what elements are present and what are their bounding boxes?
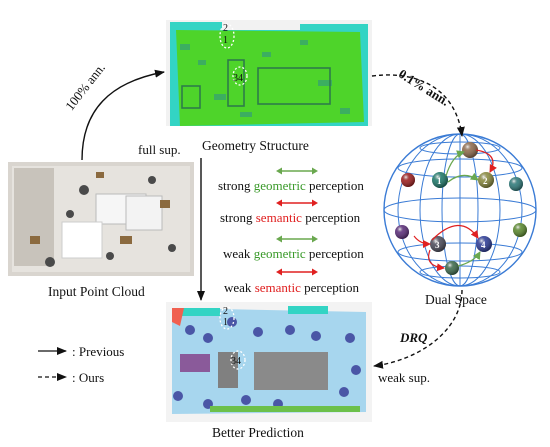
perception-keyword: semantic	[255, 210, 302, 225]
map-mark-number: 2	[223, 23, 228, 34]
sparse-annotation-arrow	[371, 74, 465, 137]
perception-arrows	[276, 167, 318, 276]
perception-arrowhead	[276, 268, 282, 276]
sphere-node-label: 1	[437, 176, 442, 186]
full-annotation-arrow	[81, 69, 165, 161]
map-mark-number: 1	[223, 317, 228, 328]
map-mark-number: 34	[233, 73, 243, 84]
perception-arrowhead	[276, 199, 282, 207]
perception-arrowhead	[312, 268, 318, 276]
map-ellipse-mark	[230, 350, 246, 370]
geometry-structure-map: 2 1 34	[166, 20, 372, 136]
better-prediction-map: 2 1 34	[166, 302, 372, 422]
perception-keyword: geometric	[253, 178, 306, 193]
drq-label: DRQ	[400, 330, 428, 345]
perception-arrowhead	[312, 199, 318, 207]
legend-previous-label: : Previous	[72, 344, 125, 359]
dual-space-sphere: 1 2 3 4	[383, 133, 537, 287]
perception-row: weak geometric perception	[223, 246, 364, 261]
geometric-relation-arrow	[457, 251, 481, 267]
sphere-node-label: 3	[435, 240, 440, 250]
perception-row: strong geometric perception	[218, 178, 364, 193]
geometric-relation-arrow	[445, 150, 465, 177]
perception-keyword: geometric	[253, 246, 306, 261]
map-ellipse-mark	[219, 306, 235, 330]
map-ellipse-mark	[232, 66, 248, 86]
semantic-relation-arrow	[428, 249, 445, 272]
map-mark-number: 1	[223, 35, 228, 46]
perception-keyword: semantic	[254, 280, 301, 295]
dual-space-label: Dual Space	[425, 292, 487, 307]
perception-row: weak semantic perception	[224, 280, 360, 295]
semantic-relation-arrow	[431, 224, 479, 241]
perception-arrowhead	[276, 235, 282, 243]
map-mark-number: 34	[231, 356, 241, 367]
weak-supervision-arrow	[373, 289, 463, 369]
semantic-relation-arrow	[413, 235, 431, 248]
sphere-node-label: 2	[483, 176, 488, 186]
sphere-node-label: 4	[481, 240, 486, 250]
weak-sup-label: weak sup.	[378, 370, 430, 385]
input-point-cloud-label: Input Point Cloud	[48, 284, 145, 299]
legend-ours-label: : Ours	[72, 370, 105, 385]
perception-arrowhead	[276, 167, 282, 175]
input-point-cloud-image	[8, 162, 194, 276]
map-ellipse-mark	[219, 23, 235, 49]
geometric-relation-arrow	[447, 172, 479, 183]
perception-arrowhead	[312, 235, 318, 243]
geometry-structure-label: Geometry Structure	[202, 138, 309, 153]
better-prediction-label: Better Prediction	[212, 425, 304, 440]
perception-arrowhead	[312, 167, 318, 175]
map-mark-number: 2	[223, 306, 228, 317]
semantic-relation-arrow	[475, 149, 497, 173]
full-sup-label: full sup.	[138, 142, 181, 157]
perception-row: strong semantic perception	[220, 210, 361, 225]
